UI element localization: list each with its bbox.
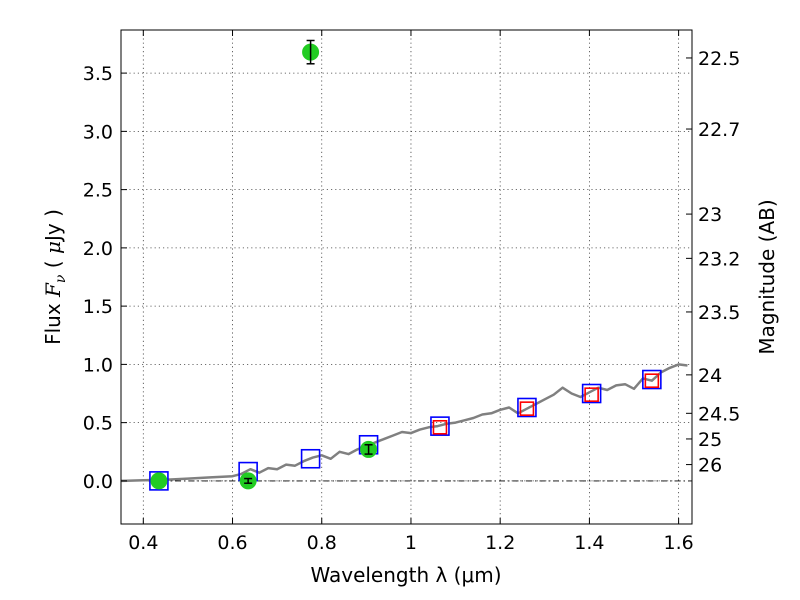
y-axis-label: Flux Fν ( μJy ) (41, 209, 69, 345)
y2-tick-label: 22.7 (698, 119, 740, 141)
y-tick-label: 3.5 (83, 63, 113, 85)
plot-area (121, 30, 692, 524)
red-square-point (432, 419, 448, 435)
y-tick-label: 1.5 (83, 296, 113, 318)
plot-frame (120, 29, 693, 525)
x-tick-label: 1.6 (664, 532, 694, 554)
y-tick-label: 3.0 (83, 121, 113, 143)
y2-tick-label: 24 (698, 365, 722, 387)
x-axis-label: Wavelength λ (μm) (310, 563, 501, 587)
y2-tick-label: 23 (698, 204, 722, 226)
y2-tick-label: 22.5 (698, 48, 740, 70)
model-spectrum-line (120, 363, 688, 483)
y2-tick-label: 23.2 (698, 248, 740, 270)
x-tick-label: 0.6 (217, 532, 247, 554)
x-tick-label: 1 (405, 532, 417, 554)
red-square-point (644, 373, 660, 388)
green-circle-point (150, 472, 168, 490)
y-tick-label: 2.0 (83, 238, 113, 260)
y-tick-label: 2.5 (83, 180, 113, 202)
data-layer (120, 39, 688, 491)
y2-tick-label: 26 (698, 455, 722, 477)
y-tick-label: 1.0 (83, 354, 113, 376)
y-tick-label: 0.5 (83, 413, 113, 435)
y2-tick-label: 23.5 (698, 302, 740, 324)
blue-square-point (581, 383, 602, 404)
blue-square-point (149, 471, 169, 491)
x-tick-label: 0.4 (128, 532, 158, 554)
axis-ticks: 0.4 0.6 0.8 1 1.2 1.4 1.6 0.0 0.5 1.0 1.5 2.0 2.5 3.0… (83, 30, 740, 554)
blue-square-point (642, 369, 662, 390)
x-tick-label: 0.8 (307, 532, 337, 554)
y2-axis-label: Magnitude (AB) (755, 199, 779, 354)
red-square-point (519, 401, 535, 416)
x-tick-label: 1.2 (485, 532, 515, 554)
y2-tick-label: 24.5 (698, 403, 740, 425)
blue-square-point (430, 416, 450, 436)
x-tick-label: 1.4 (574, 532, 604, 554)
y-tick-label: 0.0 (83, 471, 113, 493)
grid (121, 30, 692, 524)
blue-square-point (300, 448, 321, 469)
y2-tick-label: 25 (698, 429, 722, 451)
blue-square-point (517, 397, 537, 418)
red-square-point (584, 387, 599, 402)
